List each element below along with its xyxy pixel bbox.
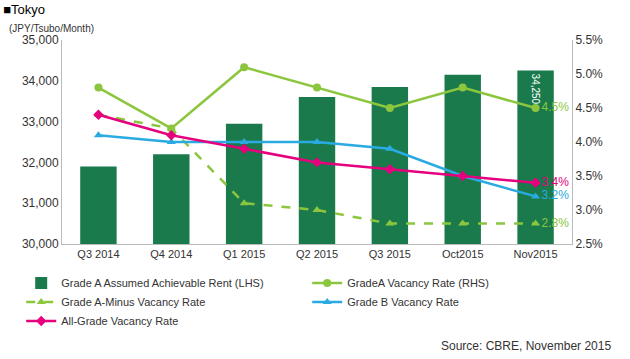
svg-text:Q4 2014: Q4 2014 [150,248,192,260]
svg-text:30,000: 30,000 [22,237,59,251]
svg-text:4.0%: 4.0% [575,135,603,149]
svg-text:All-Grade Vacancy Rate: All-Grade Vacancy Rate [61,315,178,327]
svg-text:34,250: 34,250 [530,74,541,105]
svg-text:Q1 2015: Q1 2015 [223,248,265,260]
svg-text:3.5%: 3.5% [575,169,603,183]
svg-text:2.5%: 2.5% [575,237,603,251]
svg-text:32,000: 32,000 [22,156,59,170]
svg-text:Grade A-Minus Vacancy Rate: Grade A-Minus Vacancy Rate [61,296,205,308]
svg-text:3.4%: 3.4% [542,175,570,189]
svg-text:5.5%: 5.5% [575,33,603,47]
svg-text:Q3 2014: Q3 2014 [77,248,119,260]
svg-text:Nov2015: Nov2015 [514,248,558,260]
svg-text:4.5%: 4.5% [542,100,570,114]
svg-text:Q2 2015: Q2 2015 [296,248,338,260]
svg-text:4.5%: 4.5% [575,101,603,115]
svg-text:3.0%: 3.0% [575,203,603,217]
svg-text:Oct2015: Oct2015 [442,248,484,260]
svg-text:Source: CBRE, November 2015: Source: CBRE, November 2015 [441,339,611,353]
svg-text:Grade B Vacancy Rate: Grade B Vacancy Rate [347,296,459,308]
svg-text:■Tokyo: ■Tokyo [3,2,45,17]
svg-text:33,000: 33,000 [22,115,59,129]
svg-text:31,000: 31,000 [22,196,59,210]
svg-text:Q3 2015: Q3 2015 [369,248,411,260]
svg-text:(JPY/Tsubo/Month): (JPY/Tsubo/Month) [9,23,94,34]
svg-text:Grade A Assumed Achievable Ren: Grade A Assumed Achievable Rent (LHS) [61,277,263,289]
svg-text:5.0%: 5.0% [575,67,603,81]
svg-text:34,000: 34,000 [22,74,59,88]
svg-text:3.2%: 3.2% [542,188,570,202]
svg-text:GradeA Vacancy Rate (RHS): GradeA Vacancy Rate (RHS) [347,277,489,289]
svg-text:2.8%: 2.8% [542,216,570,230]
svg-text:35,000: 35,000 [22,33,59,47]
